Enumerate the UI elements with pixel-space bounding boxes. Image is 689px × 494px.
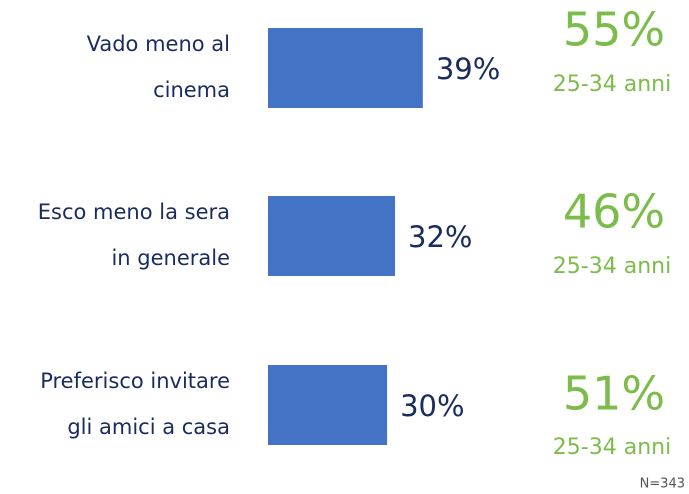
bar — [268, 196, 396, 276]
category-label: Vado meno al — [87, 32, 230, 56]
highlight-group: 25-34 anni — [553, 72, 671, 97]
category-label: gli amici a casa — [67, 415, 230, 439]
highlight-value: 55% — [563, 3, 665, 57]
sample-note: N=343 — [640, 477, 685, 492]
highlight-value: 46% — [563, 185, 665, 239]
highlight-value: 51% — [563, 367, 665, 421]
category-label: in generale — [111, 246, 230, 270]
bar — [268, 28, 423, 108]
category-label: Preferisco invitare — [40, 369, 230, 393]
value-label: 32% — [408, 220, 472, 254]
highlight-group: 25-34 anni — [553, 254, 671, 279]
highlight-group: 25-34 anni — [553, 435, 671, 460]
value-label: 30% — [400, 389, 464, 423]
category-label: Esco meno la sera — [38, 200, 230, 224]
value-label: 39% — [436, 52, 500, 86]
bar — [268, 365, 388, 445]
category-label: cinema — [153, 78, 230, 102]
